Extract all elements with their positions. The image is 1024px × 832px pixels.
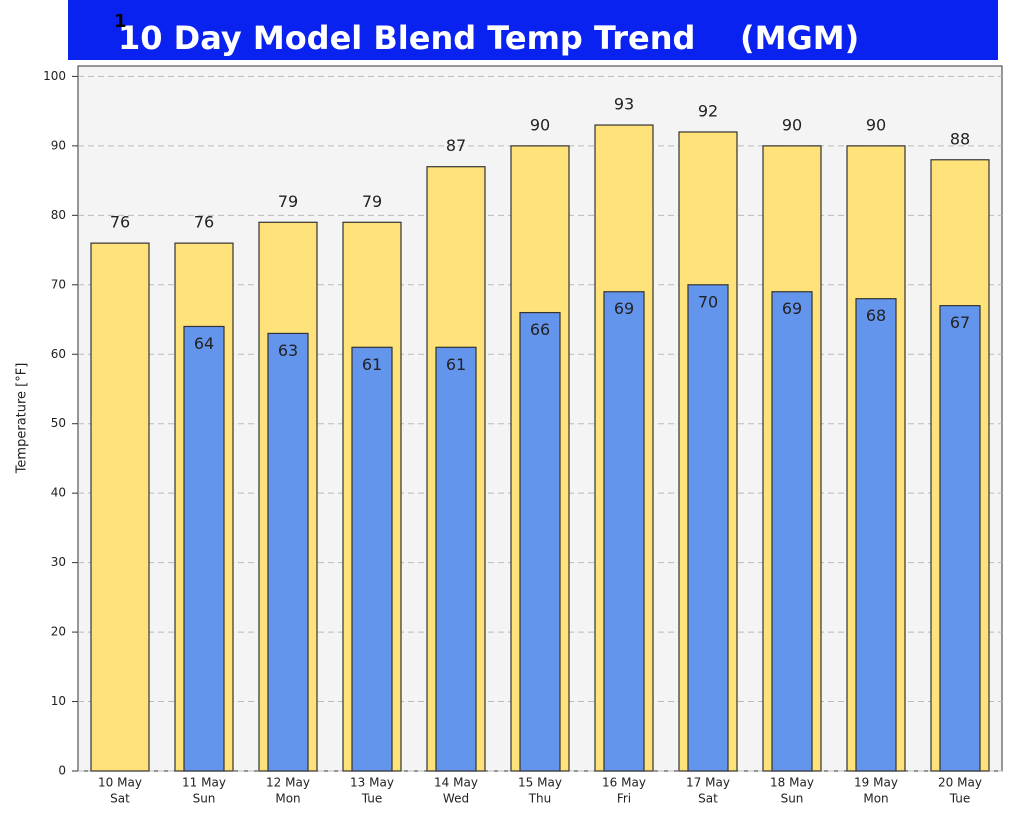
x-tick-label: Wed: [443, 792, 469, 806]
bar: [603, 291, 645, 772]
x-tick-label: 13 May: [350, 776, 394, 790]
data-label: 90: [530, 115, 550, 134]
bar: [687, 284, 729, 772]
data-label: 64: [194, 334, 214, 353]
data-label: 63: [278, 341, 298, 360]
x-tick-label: 18 May: [770, 776, 814, 790]
data-label: 67: [950, 313, 970, 332]
x-tick-label: 14 May: [434, 776, 478, 790]
data-label: 79: [278, 192, 298, 211]
data-label: 76: [194, 213, 214, 232]
y-tick-label: 30: [51, 555, 66, 569]
x-tick-label: 11 May: [182, 776, 226, 790]
y-tick-label: 50: [51, 416, 66, 430]
x-tick-label: Tue: [949, 792, 971, 806]
y-tick-label: 90: [51, 138, 66, 152]
title-banner: [68, 0, 998, 60]
x-tick-label: 12 May: [266, 776, 310, 790]
y-tick-label: 10: [51, 694, 66, 708]
bar: [939, 305, 981, 772]
data-label: 66: [530, 320, 550, 339]
bar: [351, 346, 393, 772]
bar: [435, 346, 477, 772]
bar: [519, 311, 561, 772]
x-tick-label: Sat: [698, 792, 718, 806]
x-tick-label: 17 May: [686, 776, 730, 790]
x-tick-label: Fri: [617, 792, 631, 806]
y-tick-label: 40: [51, 486, 66, 500]
data-label: 87: [446, 136, 466, 155]
bar: [90, 242, 150, 772]
data-label: 70: [698, 292, 718, 311]
x-tick-label: 19 May: [854, 776, 898, 790]
x-tick-label: Sun: [781, 792, 804, 806]
x-tick-label: 10 May: [98, 776, 142, 790]
x-tick-label: Sun: [193, 792, 216, 806]
data-label: 90: [782, 115, 802, 134]
y-tick-label: 60: [51, 347, 66, 361]
bar: [267, 332, 309, 772]
data-label: 61: [446, 355, 466, 374]
data-label: 68: [866, 306, 886, 325]
x-tick-label: Tue: [361, 792, 383, 806]
x-tick-label: 16 May: [602, 776, 646, 790]
data-label: 76: [110, 213, 130, 232]
bar: [183, 325, 225, 772]
bar: [855, 298, 897, 772]
data-label: 61: [362, 355, 382, 374]
y-tick-label: 20: [51, 625, 66, 639]
chart-title: 10 Day Model Blend Temp Trend (MGM): [118, 19, 859, 57]
x-tick-label: Mon: [275, 792, 300, 806]
bar: [771, 291, 813, 772]
x-tick-label: Thu: [528, 792, 552, 806]
data-label: 93: [614, 95, 634, 114]
x-tick-label: 15 May: [518, 776, 562, 790]
x-tick-label: Sat: [110, 792, 130, 806]
data-label: 69: [782, 299, 802, 318]
x-tick-label: Mon: [863, 792, 888, 806]
y-tick-label: 100: [43, 69, 66, 83]
annotation: 1: [114, 11, 127, 32]
data-label: 92: [698, 101, 718, 120]
y-tick-label: 80: [51, 208, 66, 222]
data-label: 69: [614, 299, 634, 318]
x-tick-label: 20 May: [938, 776, 982, 790]
data-label: 88: [950, 129, 970, 148]
data-label: 79: [362, 192, 382, 211]
y-axis-label: Temperature [°F]: [15, 363, 30, 475]
y-tick-label: 70: [51, 277, 66, 291]
data-label: 90: [866, 115, 886, 134]
y-tick-label: 0: [58, 764, 66, 778]
